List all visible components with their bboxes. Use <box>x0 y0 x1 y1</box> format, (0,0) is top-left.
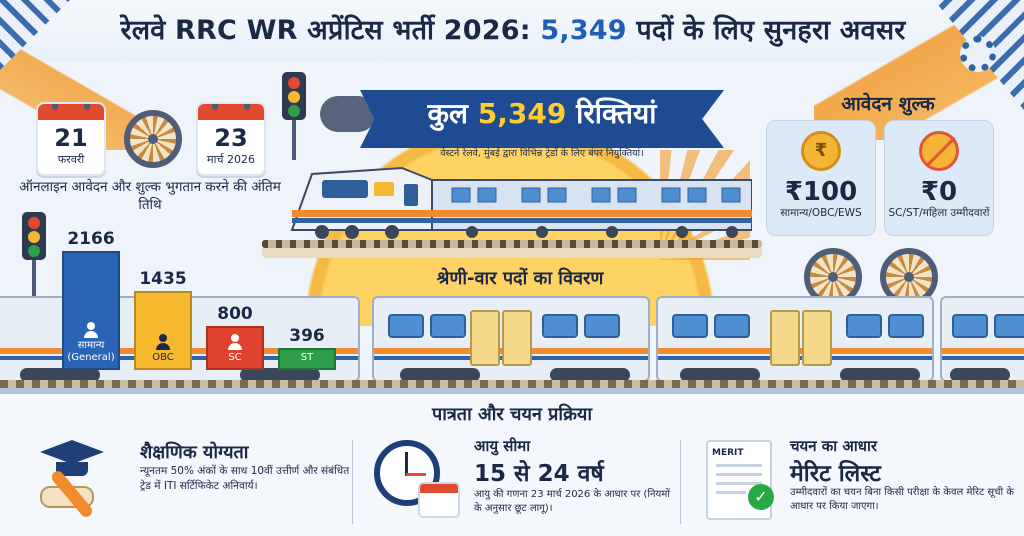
education-title: शैक्षणिक योग्यता <box>140 442 249 463</box>
no-fee-coin-icon <box>919 131 959 171</box>
clock-hand <box>406 473 426 476</box>
checkmark-icon: ✓ <box>748 484 774 510</box>
chart-bar-label: SC <box>228 352 242 363</box>
fee-amount-reserved: ₹0 <box>920 177 958 207</box>
signal-pole <box>32 260 36 300</box>
chart-bar: सामान्य (General) <box>62 251 120 370</box>
train-bogie <box>400 368 480 382</box>
rail-track <box>0 380 1024 390</box>
chart-bar-label: सामान्य (General) <box>67 340 115 363</box>
chart-bar: SC <box>206 326 264 370</box>
gear-icon <box>960 36 996 72</box>
section-divider <box>680 440 681 524</box>
hero-subtitle: वेस्टर्न रेलवे, मुंबई द्वारा विभिन्न ट्र… <box>440 148 644 159</box>
hero-rail-bed <box>262 246 762 258</box>
train-bogie <box>240 368 320 382</box>
train-coach <box>372 296 650 382</box>
train-coach <box>940 296 1024 382</box>
deadline-caption: ऑनलाइन आवेदन और शुल्क भुगतान करने की अंत… <box>19 179 281 213</box>
hero-title-prefix: कुल <box>427 97 478 130</box>
end-month: मार्च 2026 <box>207 153 255 166</box>
page-title: रेलवे RRC WR अप्रेंटिस भर्ती 2026: 5,349… <box>48 10 978 54</box>
merit-document-label: MERIT <box>712 448 744 458</box>
train-wheel-icon <box>124 110 182 168</box>
eligibility-section <box>0 394 1024 536</box>
calendar-icon <box>198 104 264 120</box>
train-bogie <box>840 368 920 382</box>
train-bogie <box>680 368 760 382</box>
signal-pole <box>292 120 296 160</box>
hero-title: कुल 5,349 रिक्तियां <box>360 94 724 132</box>
rail-bed <box>0 388 1024 394</box>
title-part-1: रेलवे RRC WR अप्रेंटिस भर्ती 2026: <box>120 15 541 46</box>
age-text: आयु की गणना 23 मार्च 2026 के आधार पर (नि… <box>474 489 670 514</box>
graduation-cap-base <box>56 462 88 476</box>
fee-card-reserved: ₹0 SC/ST/महिला उम्मीदवारों <box>884 120 994 236</box>
hero-track <box>262 240 762 248</box>
rupee-coin-icon: ₹ <box>801 131 841 171</box>
hero-ribbon <box>360 90 724 148</box>
traffic-signal-icon <box>282 72 306 120</box>
start-day: 21 <box>54 124 88 152</box>
train-bogie <box>20 368 100 382</box>
hero-title-number: 5,349 <box>477 97 567 130</box>
title-highlight-number: 5,349 <box>540 15 627 46</box>
chart-bar: ST <box>278 348 336 370</box>
traffic-signal-icon <box>22 212 46 260</box>
start-month: फरवरी <box>57 153 85 166</box>
calendar-end-date: 23 मार्च 2026 <box>196 102 266 176</box>
calendar-start-date: 21 फरवरी <box>36 102 106 176</box>
chart-bar: OBC <box>134 291 192 370</box>
fee-category-general: सामान्य/OBC/EWS <box>780 207 862 219</box>
selection-title: चयन का आधार <box>790 437 877 455</box>
age-value: 15 से 24 वर्ष <box>474 461 604 487</box>
chart-bar-value: 396 <box>289 326 325 346</box>
train-bogie <box>550 368 630 382</box>
train-bogie <box>950 368 1010 382</box>
fee-title: आवेदन शुल्क <box>841 93 935 115</box>
person-icon <box>84 322 98 338</box>
eligibility-heading: पात्रता और चयन प्रक्रिया <box>431 404 592 425</box>
selection-text: उम्मीदवारों का चयन बिना किसी परीक्षा के … <box>790 487 1014 512</box>
chart-bar-label: ST <box>300 352 314 363</box>
category-bar-chart: सामान्य (General) 2166 OBC 1435 SC 800 ST 396 <box>62 228 362 370</box>
person-icon <box>156 334 170 350</box>
fee-card-general: ₹ ₹100 सामान्य/OBC/EWS <box>766 120 876 236</box>
end-day: 23 <box>214 124 248 152</box>
clock-hand <box>405 452 408 476</box>
chart-bar-value: 800 <box>217 304 253 324</box>
calendar-icon <box>418 482 460 518</box>
section-divider <box>352 440 353 524</box>
education-text: न्यूनतम 50% अंकों के साथ 10वीं उत्तीर्ण … <box>140 465 350 492</box>
category-heading: श्रेणी-वार पदों का विवरण <box>436 268 604 289</box>
hero-title-suffix: रिक्तियां <box>566 97 657 130</box>
person-icon <box>228 334 242 350</box>
locomotive-illustration <box>290 166 752 239</box>
chart-bar-value: 1435 <box>139 269 187 289</box>
age-title: आयु सीमा <box>474 437 531 455</box>
title-part-2: पदों के लिए सुनहरा अवसर <box>626 15 906 46</box>
train-coach <box>656 296 934 382</box>
calendar-icon <box>38 104 104 120</box>
chart-bar-value: 2166 <box>67 229 115 249</box>
selection-value: मेरिट लिस्ट <box>790 461 881 487</box>
fee-amount-general: ₹100 <box>784 177 858 207</box>
chart-bar-label: OBC <box>152 352 174 363</box>
fee-category-reserved: SC/ST/महिला उम्मीदवारों <box>888 207 990 219</box>
